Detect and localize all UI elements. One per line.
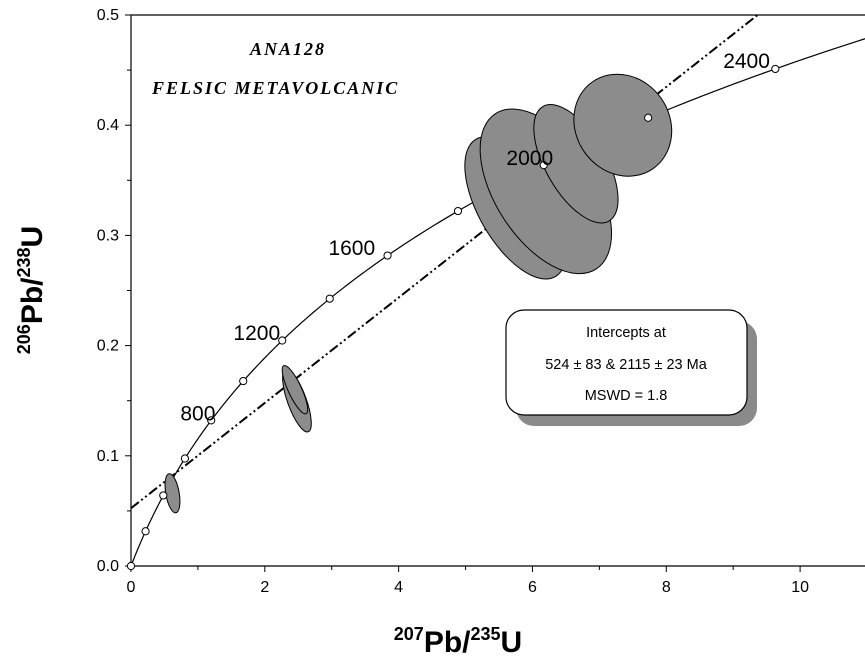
x-axis-title: 207Pb/235U [394,624,522,659]
age-marker [141,527,150,536]
age-marker [325,294,334,303]
x-tick-label: 0 [127,579,136,596]
y-tick-label: 0.5 [97,7,119,24]
intercepts-box: Intercepts at 524 ± 83 & 2115 ± 23 Ma MS… [505,309,757,426]
age-label: 800 [180,403,215,426]
error-ellipse [281,365,309,415]
age-marker [453,206,463,216]
mswd-value: MSWD = 1.8 [585,388,668,404]
x-tick-label: 10 [791,579,809,596]
plot-area: 0 2 4 6 8 10 0.0 0.1 0.2 0.3 0.4 0.5 800 1200 1600 2000… [97,7,865,596]
age-marker [644,113,653,122]
sample-subtitle: FELSIC METAVOLCANIC [151,78,399,98]
intercepts-box-panel [505,309,748,416]
age-marker [278,336,287,345]
age-label: 1600 [328,237,375,260]
y-tick-label: 0.4 [97,117,119,134]
y-tick-label: 0.2 [97,338,119,355]
y-tick-label: 0.1 [97,448,119,465]
age-marker [180,454,190,463]
x-tick-label: 6 [528,579,537,596]
intercepts-title: Intercepts at [586,325,666,341]
age-marker [383,251,392,260]
x-tick-label: 2 [260,579,269,596]
age-marker [126,561,136,571]
sample-title: ANA128 [249,39,326,59]
x-tick-label: 4 [394,579,403,596]
age-marker [539,161,548,170]
y-axis-title-super: 206 [14,324,34,354]
age-label: 2400 [723,50,770,73]
age-label: 2000 [506,147,553,170]
age-marker [159,491,168,500]
y-axis-title-base2: U [16,226,49,248]
x-axis-title-base2: U [501,626,523,659]
x-tick-label: 8 [662,579,671,596]
error-ellipse [573,73,673,177]
age-marker [771,64,780,74]
age-marker [207,416,216,425]
y-tick-label: 0.3 [97,227,119,244]
age-label: 1200 [233,322,280,345]
x-axis-title-base: Pb/ [424,626,471,659]
x-axis-title-super: 207 [394,624,424,644]
y-axis-title-base: Pb/ [16,277,49,324]
y-tick-label: 0.0 [97,558,119,575]
x-axis-title-super2: 235 [471,624,501,644]
intercepts-values: 524 ± 83 & 2115 ± 23 Ma [545,357,707,373]
y-axis-title: 206Pb/238U [14,226,49,354]
age-marker [239,376,248,386]
y-axis-title-super2: 238 [14,247,34,277]
